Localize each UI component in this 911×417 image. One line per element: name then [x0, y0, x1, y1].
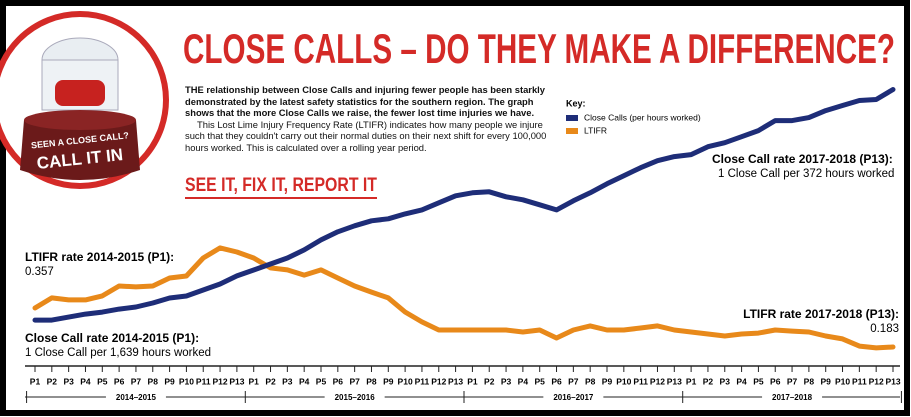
x-tick-label: P3: [501, 376, 512, 386]
x-tick-label: P7: [568, 376, 579, 386]
x-tick-label: P4: [736, 376, 747, 386]
annotation-title: Close Call rate 2014-2015 (P1):: [25, 331, 199, 345]
annotation-text: 1 Close Call per 372 hours worked: [718, 168, 894, 180]
series-line: [32, 245, 896, 351]
x-tick-label: P3: [282, 376, 293, 386]
group-label-bg: [543, 392, 604, 403]
group-label: 2016–2017: [553, 393, 594, 402]
badge-phone: [55, 80, 105, 106]
x-tick-label: P3: [720, 376, 731, 386]
x-tick-label: P6: [333, 376, 344, 386]
x-tick-label: P13: [885, 376, 900, 386]
x-tick-label: P5: [316, 376, 327, 386]
annotation-title: LTIFR rate 2017-2018 (P13):: [743, 307, 899, 321]
x-tick-label: P10: [398, 376, 413, 386]
annotation-text: 1 Close Call per 1,639 hours worked: [25, 347, 211, 359]
x-tick-label: P4: [518, 376, 529, 386]
x-tick-label: P2: [265, 376, 276, 386]
x-tick-label: P12: [212, 376, 227, 386]
intro: THE relationship between Close Calls and…: [185, 84, 555, 154]
x-tick-label: P9: [164, 376, 175, 386]
x-tick-label: P9: [602, 376, 613, 386]
x-tick-label: P8: [148, 376, 159, 386]
annotation-title: Close Call rate 2017-2018 (P13):: [712, 152, 893, 166]
x-tick-label: P10: [835, 376, 850, 386]
group-label: 2017–2018: [772, 393, 813, 402]
group-label: 2014–2015: [116, 393, 157, 402]
group-label-bg: [762, 392, 823, 403]
x-tick-label: P13: [448, 376, 463, 386]
x-tick-label: P2: [47, 376, 58, 386]
annotation-text: 0.183: [870, 323, 899, 335]
slogan: SEE IT, FIX IT, REPORT IT: [185, 175, 377, 196]
chart-title: CLOSE CALLS – DO THEY MAKE A DIFFERENCE?: [183, 25, 895, 72]
x-tick-label: P1: [249, 376, 260, 386]
x-tick-label: P11: [196, 376, 211, 386]
x-tick-label: P6: [551, 376, 562, 386]
x-tick-label: P1: [30, 376, 41, 386]
x-tick-label: P8: [366, 376, 377, 386]
x-tick-label: P1: [686, 376, 697, 386]
x-tick-label: P7: [349, 376, 360, 386]
x-tick-label: P6: [770, 376, 781, 386]
x-tick-label: P12: [650, 376, 665, 386]
x-tick-label: P4: [299, 376, 310, 386]
x-tick-label: P4: [80, 376, 91, 386]
group-label-bg: [105, 392, 166, 403]
legend-label: Close Calls (per hours worked): [584, 112, 701, 122]
x-tick-label: P6: [114, 376, 125, 386]
x-tick-label: P3: [63, 376, 74, 386]
x-tick-label: P7: [131, 376, 142, 386]
x-tick-label: P9: [821, 376, 832, 386]
badge-base: [20, 120, 140, 180]
x-tick-label: P10: [179, 376, 194, 386]
x-tick-label: P12: [869, 376, 884, 386]
legend-swatch: [566, 128, 578, 134]
legend-box: [562, 96, 727, 140]
x-tick-label: P13: [667, 376, 682, 386]
x-tick-label: P12: [431, 376, 446, 386]
badge-base-top: [24, 110, 136, 130]
x-tick-label: P8: [585, 376, 596, 386]
x-tick-label: P11: [852, 376, 867, 386]
x-tick-label: P2: [484, 376, 495, 386]
x-tick-label: P13: [229, 376, 244, 386]
annotation-text: 0.357: [25, 266, 54, 278]
x-tick-label: P10: [616, 376, 631, 386]
x-tick-label: P8: [804, 376, 815, 386]
legend-swatch: [566, 115, 578, 121]
legend-label: LTIFR: [584, 125, 607, 135]
x-tick-label: P11: [633, 376, 648, 386]
x-tick-label: P2: [703, 376, 714, 386]
intro-more: This Lost Lime Injury Frequency Rate (LT…: [185, 118, 547, 153]
series-line: [32, 87, 896, 323]
intro-lead: THE relationship between Close Calls and…: [185, 84, 545, 119]
group-label: 2015–2016: [335, 393, 376, 402]
legend-title: Key:: [566, 98, 586, 108]
x-tick-label: P5: [753, 376, 764, 386]
x-tick-label: P5: [97, 376, 108, 386]
x-tick-label: P11: [415, 376, 430, 386]
x-tick-label: P9: [383, 376, 394, 386]
x-tick-label: P1: [467, 376, 478, 386]
group-label-bg: [324, 392, 385, 403]
x-tick-label: P7: [787, 376, 798, 386]
annotation-title: LTIFR rate 2014-2015 (P1):: [25, 250, 174, 264]
x-tick-label: P5: [535, 376, 546, 386]
